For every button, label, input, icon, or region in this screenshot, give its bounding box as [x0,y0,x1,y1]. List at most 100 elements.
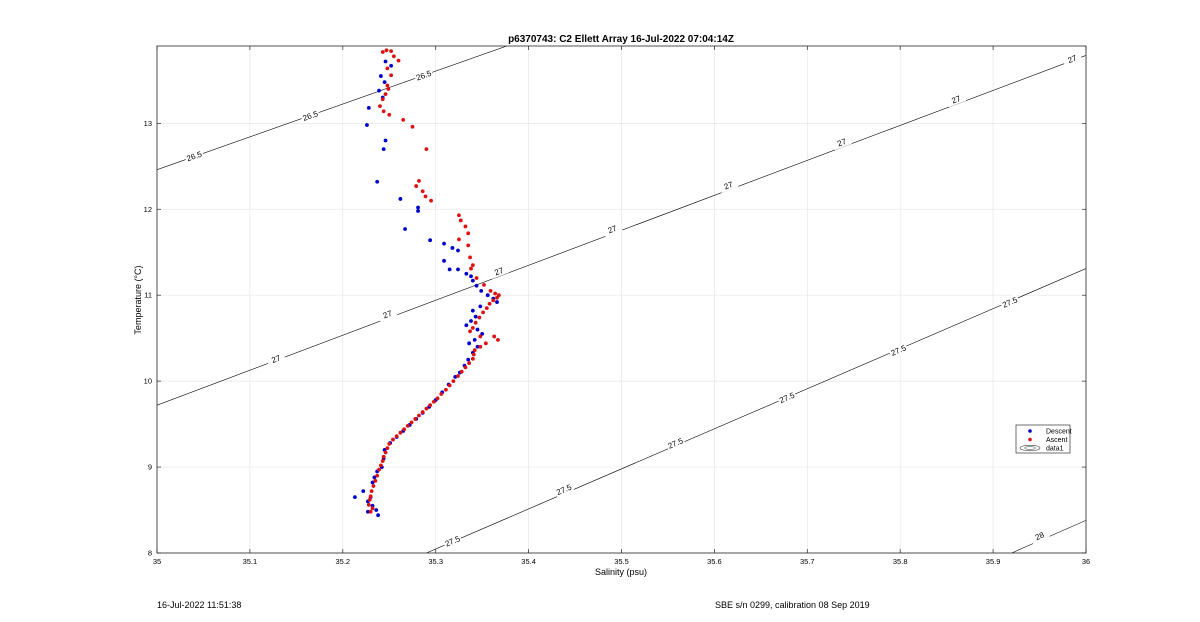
ascent-point [385,83,390,88]
footer-calibration: SBE s/n 0299, calibration 08 Sep 2019 [715,600,870,610]
isopycnal-label-bg [442,532,463,550]
ascent-point [463,224,468,229]
x-tick-label: 35.2 [335,557,350,566]
ascent-point [384,48,389,53]
ascent-point [366,502,371,507]
ascent-point [483,341,488,346]
isopycnal-label-bg [184,148,205,164]
isopycnal-label-bg [413,67,434,83]
descent-point [472,337,477,342]
descent-point [378,74,383,78]
descent-point [389,63,394,68]
ascent-point [470,356,475,361]
descent-point [398,197,403,201]
ascent-point [472,348,477,353]
descent-point [374,508,379,512]
descent-point [376,513,381,518]
descent-point [469,274,473,279]
profile-points [352,48,501,518]
ascent-point [417,179,421,183]
isopycnal-label-bg [665,434,686,452]
ascent-point [470,325,475,330]
isopycnal-label-bg [1061,51,1083,67]
isopycnal-label: 27 [1066,53,1078,65]
ascent-point [370,506,375,511]
ascent-point [409,420,414,425]
grid [156,46,1087,554]
ascent-point [396,58,401,63]
ascent-point [380,50,385,54]
ascent-point [381,109,386,114]
ascent-point [468,329,472,334]
ascent-point [481,310,485,315]
isopycnal-label: 27 [493,266,505,278]
ascent-point [375,473,380,478]
legend-ascent-marker [1028,437,1032,442]
ascent-point [386,87,391,91]
ascent-point [491,298,496,303]
isopycnal-label: 27 [607,224,619,236]
descent-point [416,209,420,213]
ascent-point [493,291,498,296]
descent-point [464,323,469,328]
ascent-point [456,374,460,378]
axes: 35 35.1 35.2 35.3 35.4 35.5 35.6 35.7 35.8 35.9 36… [144,46,1090,566]
ascent-point [389,49,394,54]
isopycnal-label: 28 [1034,530,1046,542]
ascent-point [424,406,429,411]
descent-point [456,267,460,272]
ascent-point [474,276,479,280]
descent-point [403,227,407,231]
descent-point [416,205,420,210]
descent-point [470,278,475,283]
ascent-point [482,282,486,287]
ascent-point [492,334,497,339]
ascent-point [405,423,410,428]
descent-point [473,314,478,319]
isopycnal-label-bg [718,177,739,194]
ascent-point [383,92,388,97]
isopycnal-label-bg [602,221,623,237]
x-tick-label: 35.5 [614,557,629,566]
isopycnal-label: 27 [950,94,962,106]
ascent-point [380,459,385,463]
isopycnal-label-bg [945,91,967,108]
isopycnal-line [157,46,508,171]
ascent-point [394,434,399,439]
descent-point [467,341,472,346]
isopycnal-label-bg [831,134,852,151]
ascent-point [389,73,394,78]
descent-point [475,344,480,349]
isopycnal-label: 27 [270,353,282,365]
isopycnal-label-bg [377,306,398,322]
descent-point [442,241,446,246]
descent-point [495,300,499,304]
descent-point [470,308,475,313]
y-tick-label: 12 [144,205,152,214]
legend-data1-label: data1 [1046,446,1064,453]
legend-descent-marker [1028,429,1032,433]
ascent-point [429,198,433,203]
ascent-point [477,315,482,320]
ascent-point [373,478,378,483]
legend[interactable]: Descent Ascent data1 [1015,424,1072,454]
legend-descent-label: Descent [1046,429,1072,436]
ascent-point [469,266,473,271]
descent-point [382,80,387,84]
descent-point [478,304,483,309]
ascent-point [383,450,388,455]
chart-title: p6370743: C2 Ellett Array 16-Jul-2022 07… [508,34,734,45]
y-axis-label: Temperature (°C) [133,265,143,334]
ascent-point [473,320,478,325]
ascent-point [387,441,392,446]
ascent-point [478,344,483,349]
descent-point [361,489,366,494]
footer-timestamp: 16-Jul-2022 11:51:38 [157,600,242,610]
isopycnal-label-bg [265,350,287,367]
descent-point [366,105,371,110]
x-tick-label: 35.6 [707,557,722,566]
descent-point [383,138,388,143]
ascent-point [487,301,492,306]
x-tick-label: 36 [1082,557,1090,566]
x-tick-label: 35.9 [986,557,1001,566]
